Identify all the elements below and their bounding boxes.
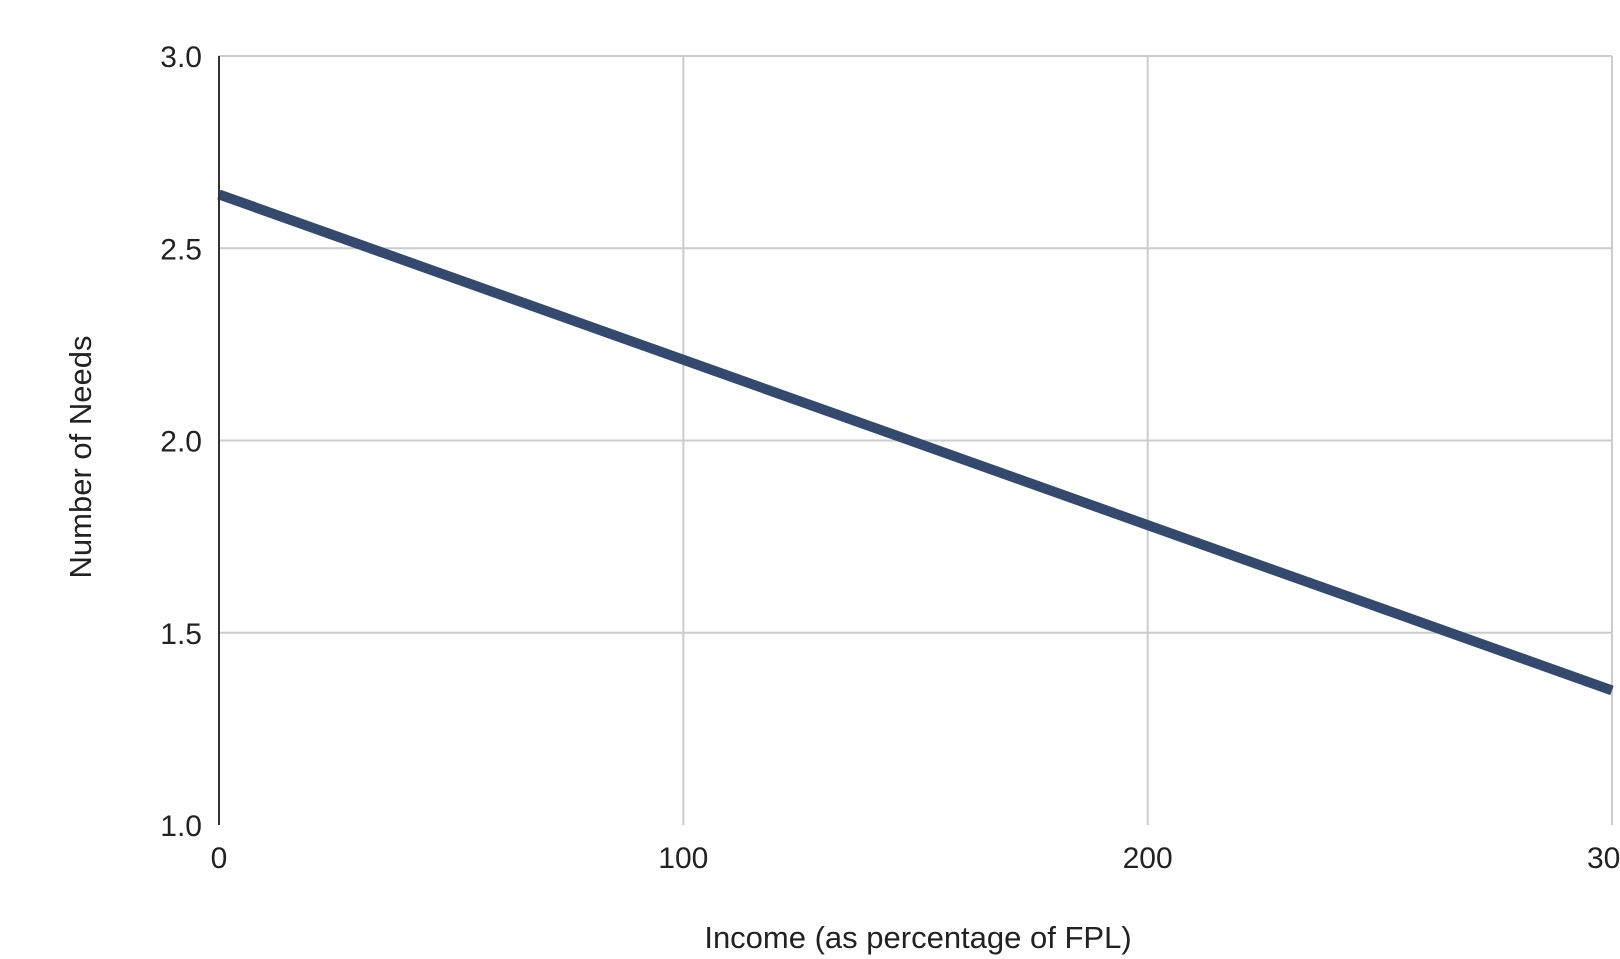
- y-tick-label: 1.5: [160, 618, 202, 651]
- y-tick-label: 3.0: [160, 41, 202, 74]
- y-tick-label: 1.0: [160, 810, 202, 843]
- x-tick-label: 0: [211, 842, 228, 875]
- x-tick-label: 300: [1587, 842, 1620, 875]
- tick-labels: 1.0 1.5 2.0 2.5 3.0 0 100 200 300: [160, 41, 1620, 875]
- y-tick-label: 2.0: [160, 426, 202, 459]
- x-tick-label: 200: [1123, 842, 1173, 875]
- series-layer: [219, 194, 1612, 690]
- y-axis-title: Number of Needs: [63, 336, 98, 579]
- y-tick-label: 2.5: [160, 233, 202, 266]
- x-tick-label: 100: [658, 842, 708, 875]
- x-axis-title: Income (as percentage of FPL): [704, 920, 1131, 955]
- series-line-1: [219, 194, 1612, 690]
